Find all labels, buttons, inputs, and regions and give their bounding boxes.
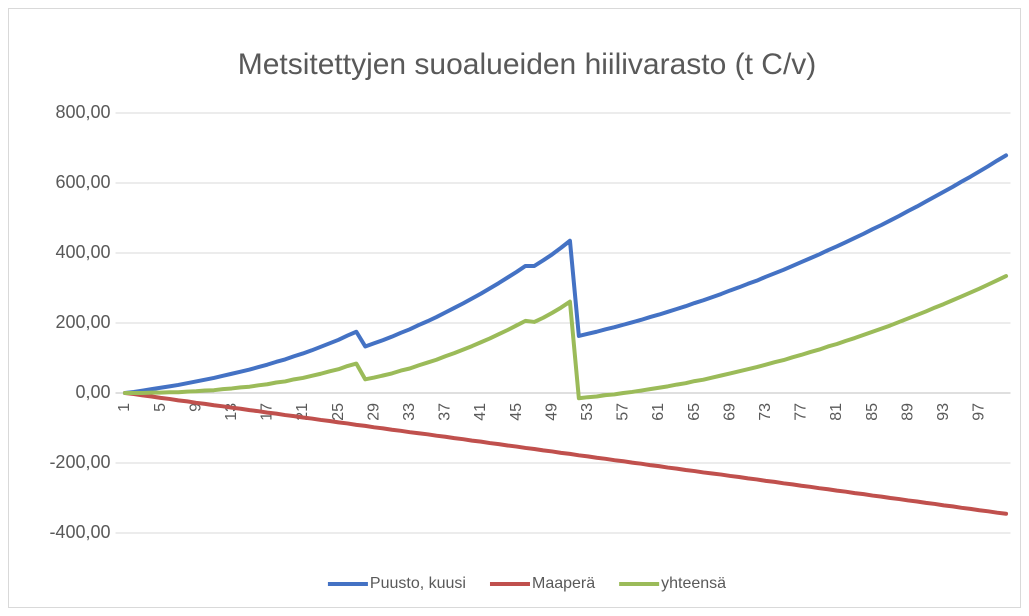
x-tick-label: 93 (935, 403, 952, 421)
line-series (122, 391, 1009, 516)
x-tick-label: 33 (401, 403, 418, 421)
x-tick-label: 85 (864, 403, 881, 421)
legend-label: Maaperä (532, 575, 595, 592)
x-tick-label: 77 (793, 403, 810, 421)
y-tick-label: -400,00 (49, 522, 110, 542)
x-tick-label: 57 (615, 403, 632, 421)
x-tick-label: 37 (437, 403, 454, 421)
x-tick-label: 61 (650, 403, 667, 421)
x-tick-label: 5 (152, 403, 169, 412)
x-tick-label: 1 (116, 403, 133, 412)
x-tick-label: 89 (899, 403, 916, 421)
x-tick-label: 9 (187, 403, 204, 412)
line-series (122, 153, 1009, 395)
x-tick-label: 65 (686, 403, 703, 421)
y-tick-label: -200,00 (49, 452, 110, 472)
chart-border (8, 8, 1021, 608)
x-tick-label: 81 (828, 403, 845, 421)
legend-label: yhteensä (661, 575, 726, 592)
y-tick-label: 400,00 (55, 242, 110, 262)
chart-title: Metsitettyjen suoalueiden hiilivarasto (… (238, 48, 817, 81)
legend-label: Puusto, kuusi (370, 575, 466, 592)
x-tick-label: 41 (472, 403, 489, 421)
y-tick-label: 600,00 (55, 172, 110, 192)
y-tick-label: 0,00 (75, 382, 110, 402)
x-tick-label: 69 (721, 403, 738, 421)
x-tick-label: 29 (365, 403, 382, 421)
x-tick-label: 25 (330, 403, 347, 421)
x-tick-label: 45 (508, 403, 525, 421)
line-series (122, 274, 1009, 401)
y-tick-label: 800,00 (55, 102, 110, 122)
x-tick-label: 73 (757, 403, 774, 421)
x-tick-label: 97 (971, 403, 988, 421)
x-tick-label: 53 (579, 403, 596, 421)
x-tick-label: 49 (543, 403, 560, 421)
y-tick-label: 200,00 (55, 312, 110, 332)
